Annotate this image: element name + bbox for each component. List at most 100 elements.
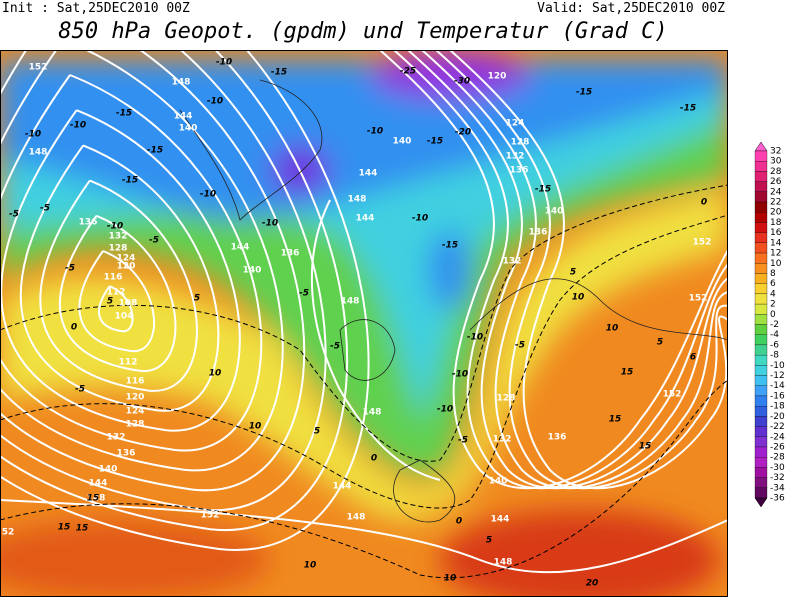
temperature-label: 5 — [486, 536, 492, 546]
temperature-label: -30 — [454, 77, 470, 87]
geopotential-label: 152 — [29, 63, 48, 73]
geopotential-label: 144 — [333, 482, 352, 492]
colorbar-label: -12 — [770, 371, 785, 381]
geopotential-label: 120 — [126, 393, 145, 403]
temperature-label: 15 — [87, 494, 100, 504]
geopotential-label: 152 — [689, 294, 708, 304]
contour-line — [0, 50, 306, 492]
colorbar-swatch — [754, 395, 768, 407]
temperature-label: -10 — [452, 370, 468, 380]
temperature-label: 5 — [194, 294, 200, 304]
colorbar-swatch — [754, 303, 768, 315]
colorbar-swatch — [754, 426, 768, 437]
contour-line — [421, 50, 728, 490]
colorbar-label: -10 — [770, 361, 785, 371]
temperature-label: -10 — [437, 405, 453, 415]
contour-line — [78, 250, 155, 353]
temperature-label: -5 — [65, 264, 75, 274]
temperature-label: -15 — [442, 241, 458, 251]
temperature-field — [0, 50, 728, 597]
temperature-label: -10 — [467, 333, 483, 343]
geopotential-label: 144 — [89, 479, 108, 489]
geopotential-label: 144 — [491, 515, 510, 525]
colorbar-swatch — [754, 293, 768, 305]
geopotential-label: 120 — [117, 262, 136, 272]
temperature-label: -10 — [25, 130, 41, 140]
geopotential-label: 52 — [2, 528, 15, 538]
colorbar-swatch — [754, 283, 768, 295]
colorbar-swatch — [754, 252, 768, 264]
temperature-label: 10 — [606, 324, 619, 334]
geopotential-label: 128 — [126, 420, 145, 430]
colorbar-label: 0 — [770, 310, 776, 320]
geopotential-label: 152 — [693, 238, 712, 248]
temperature-label: -15 — [116, 109, 132, 119]
geopotential-label: 152 — [663, 390, 682, 400]
colorbar-swatch — [754, 161, 768, 172]
colorbar-swatch — [754, 150, 768, 162]
geopotential-label: 116 — [126, 377, 145, 387]
temperature-label: -10 — [200, 190, 216, 200]
colorbar-label: 6 — [770, 279, 776, 289]
geopotential-label: 144 — [359, 169, 378, 179]
temperature-label: -10 — [216, 58, 232, 68]
very-cold-area — [0, 60, 728, 220]
geopotential-label: 112 — [107, 288, 126, 298]
temperature-label: -5 — [330, 342, 340, 352]
temperature-label: -5 — [515, 341, 525, 351]
temperature-label: 15 — [76, 524, 89, 534]
geopotential-label: 132 — [506, 152, 525, 162]
geopotential-label: 112 — [119, 358, 138, 368]
colorbar-label: -8 — [770, 351, 779, 361]
temperature-label: -15 — [576, 88, 592, 98]
colorbar-label: 30 — [770, 157, 782, 167]
temperature-label: 15 — [609, 415, 622, 425]
geopotential-label: 124 — [117, 254, 136, 264]
geopotential-label: 148 — [348, 195, 367, 205]
geopotential-label: 144 — [174, 112, 193, 122]
geopotential-label: 148 — [347, 513, 366, 523]
temperature-label: 10 — [249, 422, 262, 432]
geopotential-label: 104 — [115, 312, 134, 322]
hot-area — [440, 510, 720, 597]
contour-line — [0, 109, 241, 432]
colorbar-label: 26 — [770, 177, 782, 187]
geopotential-label: 136 — [281, 249, 300, 259]
contour-line — [407, 50, 728, 490]
temperature-label: -5 — [458, 436, 468, 446]
temperature-label: 15 — [58, 523, 71, 533]
colorbar: 32302826242220181614121086420-2-4-6-8-10… — [754, 141, 785, 508]
colorbar-label: 10 — [770, 259, 782, 269]
colorbar-swatch — [754, 385, 768, 397]
colorbar-swatch — [754, 416, 768, 427]
colorbar-swatch — [754, 191, 768, 203]
colorbar-label: -18 — [770, 402, 785, 412]
init-time: Init : Sat,25DEC2010 00Z — [2, 1, 190, 16]
temperature-label: -5 — [149, 236, 159, 246]
geopotential-label: 140 — [393, 137, 412, 147]
contour-labels: 1521481441401481361321281241201161121081… — [2, 58, 712, 589]
temperature-label: 5 — [314, 427, 320, 437]
temperature-label: 10 — [304, 561, 317, 571]
contour-line — [435, 50, 728, 490]
temperature-label: 0 — [71, 323, 77, 333]
colorbar-arrow — [754, 141, 768, 152]
geopotential-label: 140 — [243, 266, 262, 276]
geopotential-label: 136 — [548, 433, 567, 443]
contour-line — [379, 50, 728, 490]
contour-line — [0, 50, 370, 551]
temperature-label: 5 — [570, 268, 576, 278]
geopotential-label: 124 — [506, 119, 525, 129]
very-cold-area — [428, 230, 472, 310]
contour-line — [0, 50, 349, 532]
temperature-label: -5 — [299, 289, 309, 299]
colorbar-swatch — [754, 242, 768, 254]
geopotential-label: 132 — [107, 433, 126, 443]
temperature-label: -10 — [367, 127, 383, 137]
contour-line — [0, 50, 284, 472]
geopotential-label: 152 — [201, 511, 220, 521]
colorbar-swatch — [754, 273, 768, 284]
temperature-label: 15 — [639, 442, 652, 452]
temperature-label: -10 — [207, 97, 223, 107]
